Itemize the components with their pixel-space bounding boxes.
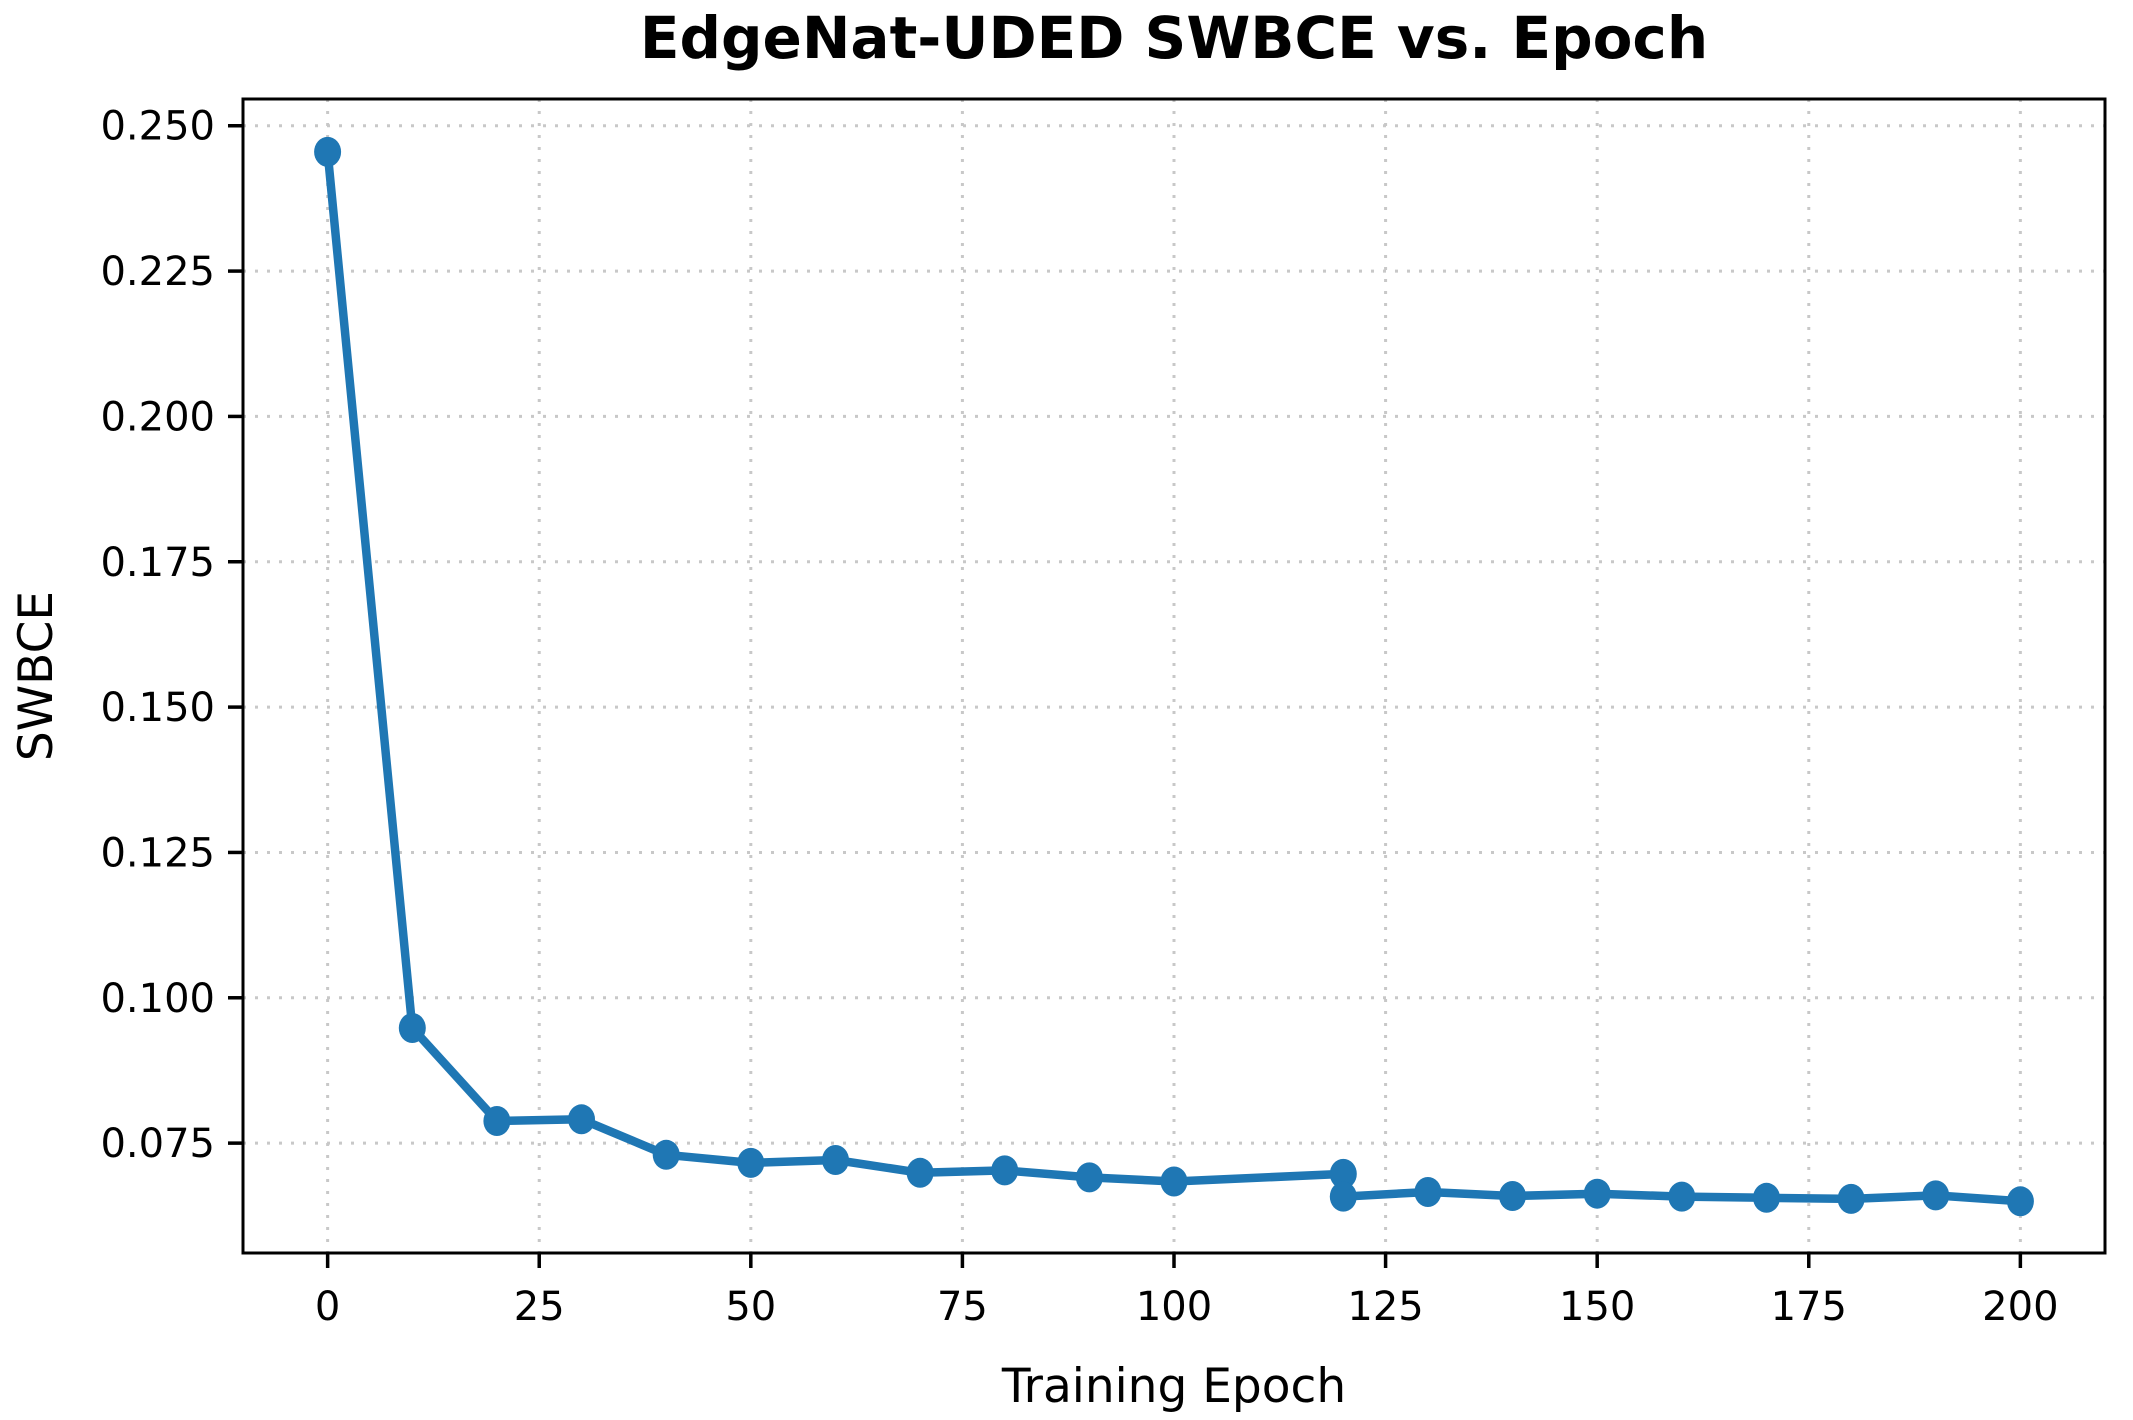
data-point-marker bbox=[1668, 1181, 1696, 1212]
y-tick-label: 0.075 bbox=[100, 1121, 215, 1167]
data-point-marker bbox=[1160, 1166, 1188, 1197]
y-tick-label: 0.150 bbox=[100, 685, 215, 731]
axis-layer bbox=[228, 97, 2107, 1268]
tick-label-layer: 0 25 50 75 100 125 150 175 200 0.075 0.100 0.125 0.1… bbox=[100, 104, 2058, 1330]
data-point-marker bbox=[1329, 1181, 1357, 1212]
y-tick-label: 0.250 bbox=[100, 104, 215, 150]
data-point-marker bbox=[1837, 1183, 1865, 1214]
y-tick-label: 0.175 bbox=[100, 540, 215, 586]
data-point-marker bbox=[652, 1139, 680, 1170]
data-point-marker bbox=[1075, 1162, 1103, 1193]
x-tick-label: 150 bbox=[1559, 1284, 1635, 1330]
data-point-marker bbox=[398, 1013, 426, 1043]
data-layer bbox=[314, 136, 2034, 1217]
y-tick-label: 0.200 bbox=[100, 394, 215, 440]
y-tick-label: 0.100 bbox=[100, 976, 215, 1022]
data-point-marker bbox=[1753, 1182, 1780, 1213]
data-point-marker bbox=[1499, 1181, 1526, 1211]
data-point-marker bbox=[1414, 1177, 1442, 1207]
data-point-marker bbox=[483, 1106, 511, 1136]
data-point-marker bbox=[737, 1147, 765, 1178]
x-tick-label: 200 bbox=[1982, 1284, 2058, 1330]
x-tick-label: 75 bbox=[937, 1284, 988, 1330]
chart-title: EdgeNat-UDED SWBCE vs. Epoch bbox=[640, 4, 1708, 72]
data-point-marker bbox=[991, 1155, 1019, 1186]
x-tick-label: 175 bbox=[1771, 1284, 1847, 1330]
x-tick-label: 125 bbox=[1347, 1284, 1423, 1330]
x-tick-label: 50 bbox=[725, 1284, 776, 1330]
x-tick-label: 100 bbox=[1136, 1284, 1212, 1330]
y-tick-label: 0.225 bbox=[100, 249, 215, 295]
x-tick-label: 25 bbox=[514, 1284, 565, 1330]
data-point-marker bbox=[822, 1145, 849, 1175]
data-point-marker bbox=[1329, 1158, 1357, 1189]
data-point-marker bbox=[568, 1104, 595, 1135]
data-point-marker bbox=[314, 136, 342, 167]
x-tick-label: 0 bbox=[315, 1284, 340, 1330]
x-axis-label: Training Epoch bbox=[1001, 1359, 1346, 1414]
y-tick-label: 0.125 bbox=[100, 830, 215, 876]
data-point-marker bbox=[1583, 1178, 1611, 1209]
data-point-marker bbox=[2006, 1186, 2034, 1217]
y-axis-label: SWBCE bbox=[9, 591, 64, 761]
data-point-marker bbox=[906, 1157, 934, 1188]
grid-layer bbox=[243, 99, 2105, 1253]
data-point-marker bbox=[1922, 1180, 1950, 1211]
